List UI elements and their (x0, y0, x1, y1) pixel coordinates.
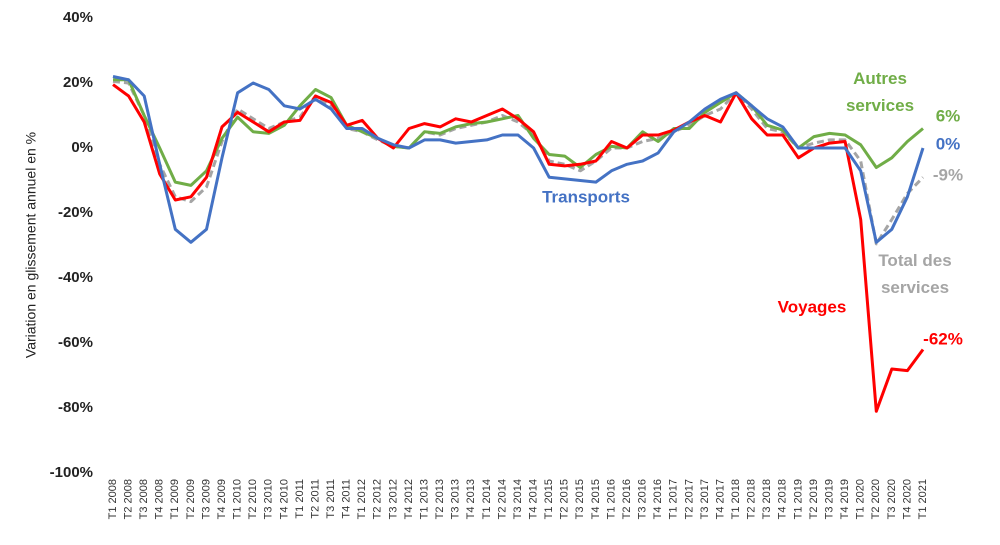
x-tick-label: T1 2010 (232, 479, 244, 519)
x-tick-label: T4 2009 (216, 479, 228, 519)
x-tick-label: T1 2021 (917, 479, 929, 519)
x-tick-label: T3 2009 (200, 479, 212, 519)
series-line (113, 78, 924, 187)
x-tick-label: T4 2016 (652, 479, 664, 519)
x-tick-label: T2 2012 (372, 479, 384, 519)
x-tick-label: T1 2016 (605, 479, 617, 519)
x-tick-label: T2 2016 (621, 479, 633, 519)
x-tick-label: T1 2013 (418, 479, 430, 519)
x-tick-label: T2 2019 (808, 479, 820, 519)
end-label: 0% (936, 134, 961, 153)
x-tick-label: T4 2018 (777, 479, 789, 519)
series-label: Transports (542, 187, 630, 206)
x-tick-label: T3 2020 (886, 479, 898, 519)
x-tick-label: T1 2014 (481, 479, 493, 519)
x-tick-label: T2 2008 (122, 479, 134, 519)
x-tick-label: T3 2014 (512, 479, 524, 519)
series-label: Autres services (846, 69, 914, 115)
y-axis-label: Variation en glissement annuel en % (23, 132, 39, 358)
y-tick-label: 20% (63, 74, 93, 91)
x-tick-label: T4 2019 (839, 479, 851, 519)
end-label: -9% (933, 165, 963, 184)
x-tick-label: T3 2016 (637, 479, 649, 519)
x-tick-label: T1 2009 (169, 479, 181, 519)
x-tick-label: T1 2012 (356, 479, 368, 519)
y-tick-label: -100% (50, 464, 93, 481)
y-tick-label: -20% (58, 204, 93, 221)
x-tick-label: T3 2013 (450, 479, 462, 519)
x-tick-label: T4 2011 (341, 479, 353, 519)
x-tick-label: T3 2008 (138, 479, 150, 519)
x-tick-label: T3 2019 (823, 479, 835, 519)
x-tick-label: T4 2020 (901, 479, 913, 519)
x-tick-label: T2 2014 (496, 479, 508, 519)
y-tick-label: -60% (58, 334, 93, 351)
x-tick-label: T1 2017 (668, 479, 680, 519)
x-tick-label: T1 2019 (792, 479, 804, 519)
x-tick-label: T2 2020 (870, 479, 882, 519)
y-tick-label: 40% (63, 9, 93, 26)
x-tick-label: T4 2010 (278, 479, 290, 519)
x-tick-label: T2 2015 (559, 479, 571, 519)
x-tick-label: T4 2008 (154, 479, 166, 519)
series-line (112, 83, 925, 413)
x-tick-label: T3 2011 (325, 479, 337, 519)
x-tick-label: T2 2011 (309, 479, 321, 519)
x-tick-label: T4 2015 (590, 479, 602, 519)
x-tick-label: T4 2013 (465, 479, 477, 519)
series-label: Total des services (878, 251, 951, 297)
end-label: -62% (923, 329, 963, 348)
x-tick-label: T3 2015 (574, 479, 586, 519)
x-tick-label: T4 2014 (527, 479, 539, 519)
x-tick-label: T2 2009 (185, 479, 197, 519)
x-tick-label: T1 2020 (855, 479, 867, 519)
series-line (112, 75, 925, 244)
y-tick-label: -40% (58, 269, 93, 286)
x-tick-label: T1 2008 (107, 479, 119, 519)
series-label: Voyages (778, 297, 847, 316)
x-tick-label: T3 2018 (761, 479, 773, 519)
x-tick-label: T2 2018 (746, 479, 758, 519)
series-line (112, 79, 925, 246)
x-tick-label: T2 2017 (683, 479, 695, 519)
x-tick-label: T1 2015 (543, 479, 555, 519)
x-tick-label: T3 2017 (699, 479, 711, 519)
x-tick-label: T4 2017 (714, 479, 726, 519)
x-tick-label: T2 2010 (247, 479, 259, 519)
x-tick-label: T1 2018 (730, 479, 742, 519)
end-label: 6% (936, 106, 961, 125)
x-tick-label: T1 2011 (294, 479, 306, 519)
y-tick-label: 0% (71, 139, 93, 156)
x-tick-label: T4 2012 (403, 479, 415, 519)
x-tick-label: T2 2013 (434, 479, 446, 519)
x-tick-label: T3 2012 (387, 479, 399, 519)
y-tick-label: -80% (58, 399, 93, 416)
x-tick-label: T3 2010 (263, 479, 275, 519)
